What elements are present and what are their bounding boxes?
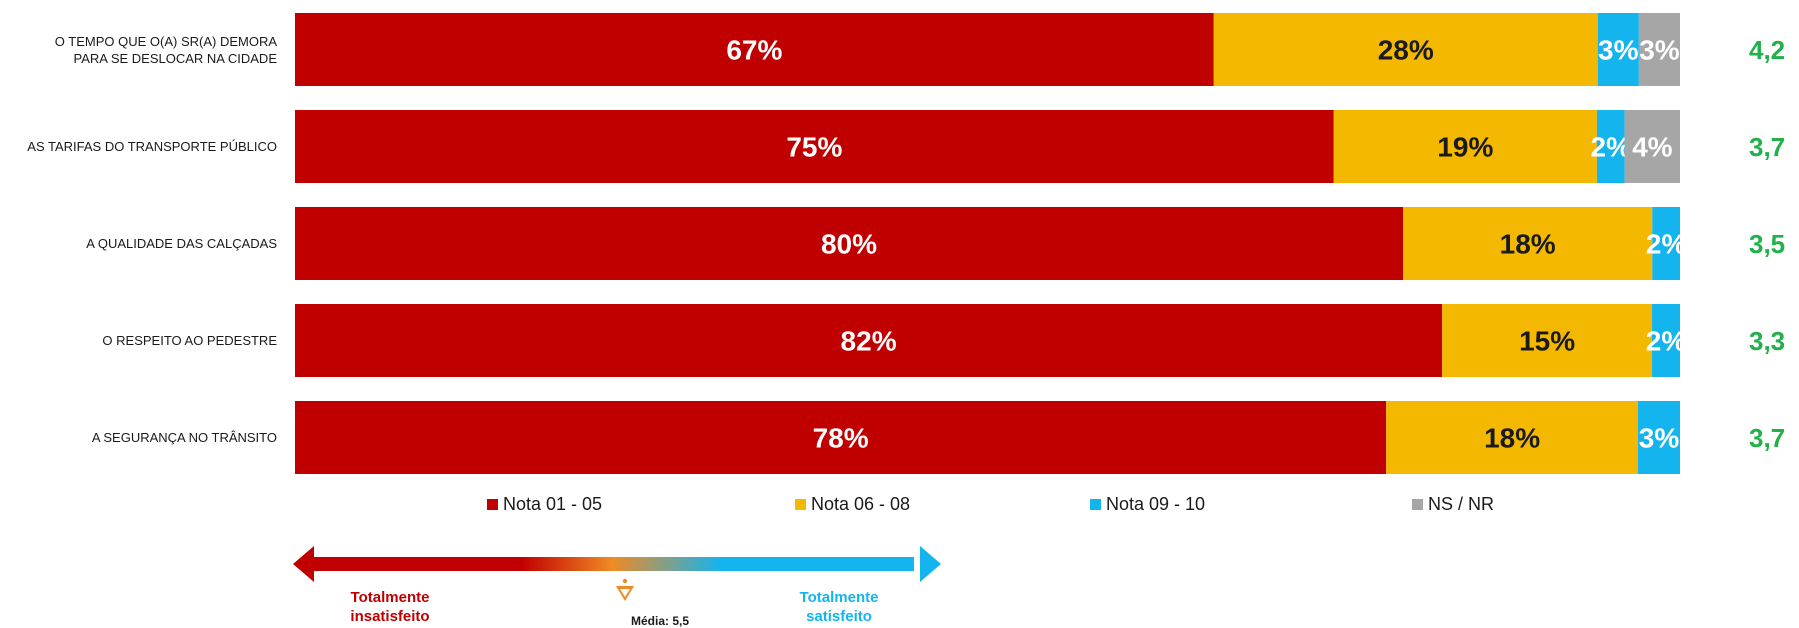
legend-item: Nota 01 - 05 bbox=[487, 494, 602, 514]
bar-segment bbox=[295, 304, 1443, 377]
bar-segment bbox=[1638, 401, 1680, 474]
bar-data-label: 18% bbox=[1484, 423, 1540, 454]
bar-segment bbox=[295, 207, 1403, 280]
bar-data-label: 19% bbox=[1437, 132, 1493, 163]
bar-data-label: 78% bbox=[813, 423, 869, 454]
average-value: 4,2 bbox=[1749, 34, 1786, 65]
bar-segment bbox=[295, 110, 1334, 183]
legend-swatch bbox=[795, 498, 806, 510]
bar-data-label: 2% bbox=[1591, 132, 1632, 163]
scale-right-label: Totalmente satisfeito bbox=[799, 589, 879, 625]
bar-segment bbox=[1333, 110, 1597, 183]
bar-data-label: 82% bbox=[841, 326, 897, 357]
legend-label: Nota 09 - 10 bbox=[1106, 494, 1206, 514]
bar-segment bbox=[1386, 401, 1639, 474]
scale-left-label: Totalmente insatisfeito bbox=[350, 589, 430, 625]
average-value: 3,7 bbox=[1749, 422, 1786, 453]
bar-data-label: 80% bbox=[821, 229, 877, 260]
bar-segment bbox=[1403, 207, 1653, 280]
bar-data-label: 18% bbox=[1500, 229, 1556, 260]
category-label: O TEMPO QUE O(A) SR(A) DEMORA PARA SE DE… bbox=[54, 33, 277, 66]
legend-item: Nota 09 - 10 bbox=[1090, 494, 1205, 514]
category-label: A QUALIDADE DAS CALÇADAS bbox=[86, 236, 277, 251]
bar-segment bbox=[1596, 110, 1625, 183]
category-label: A SEGURANÇA NO TRÂNSITO bbox=[91, 430, 277, 445]
bar-segment bbox=[1213, 13, 1598, 86]
bar-data-label: 4% bbox=[1632, 132, 1673, 163]
bar-data-label: 3% bbox=[1639, 35, 1680, 66]
bar-data-label: 2% bbox=[1646, 229, 1687, 260]
bar-data-label: 2% bbox=[1646, 326, 1687, 357]
legend-swatch bbox=[487, 498, 498, 510]
bar-segment bbox=[1597, 13, 1639, 86]
bar-segment bbox=[1652, 304, 1680, 377]
bar-segment bbox=[1442, 304, 1653, 377]
bar-segment bbox=[295, 401, 1387, 474]
legend-item: NS / NR bbox=[1412, 494, 1494, 514]
scale-average-label: Média: 5,5 bbox=[630, 614, 690, 628]
bar-data-label: 3% bbox=[1598, 35, 1639, 66]
legend-label: Nota 01 - 05 bbox=[503, 494, 603, 514]
bar-data-label: 67% bbox=[726, 35, 782, 66]
bar-data-label: 75% bbox=[786, 132, 842, 163]
bar-data-label: 3% bbox=[1639, 423, 1680, 454]
legend-label: Nota 06 - 08 bbox=[811, 494, 911, 514]
category-label: O RESPEITO AO PEDESTRE bbox=[102, 333, 277, 348]
legend-swatch bbox=[1412, 498, 1423, 510]
category-label: AS TARIFAS DO TRANSPORTE PÚBLICO bbox=[27, 139, 277, 154]
bar-segment bbox=[1638, 13, 1680, 86]
bar-data-label: 15% bbox=[1519, 326, 1575, 357]
average-value: 3,7 bbox=[1749, 131, 1786, 162]
bar-segment bbox=[1624, 110, 1680, 183]
average-value: 3,3 bbox=[1749, 325, 1786, 356]
legend-item: Nota 06 - 08 bbox=[795, 494, 910, 514]
bar-data-label: 28% bbox=[1378, 35, 1434, 66]
legend-label: NS / NR bbox=[1428, 494, 1495, 514]
bar-segment bbox=[295, 13, 1214, 86]
average-value: 3,5 bbox=[1749, 228, 1786, 259]
bar-segment bbox=[1652, 207, 1680, 280]
legend-swatch bbox=[1090, 498, 1101, 510]
